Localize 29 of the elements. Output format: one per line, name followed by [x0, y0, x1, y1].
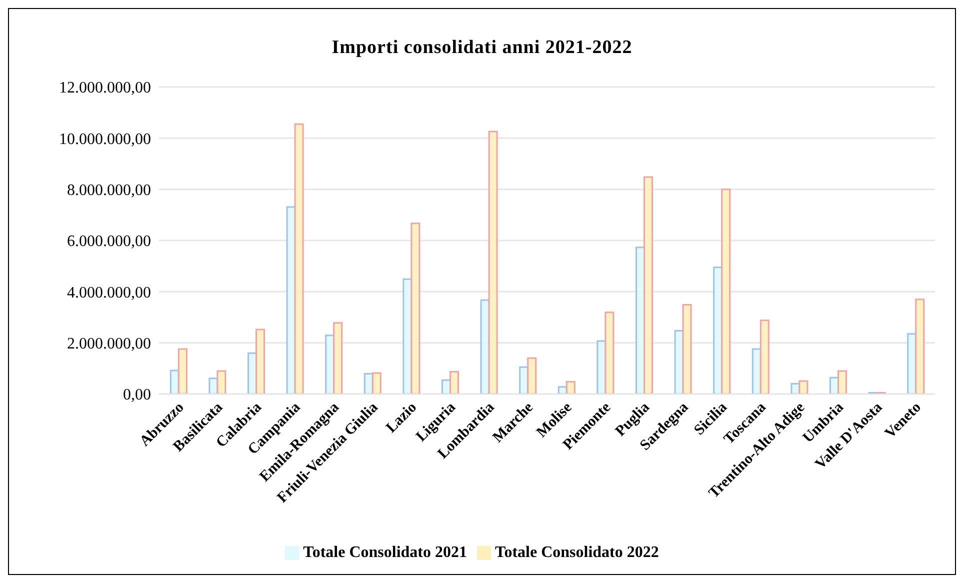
- bar: [643, 176, 653, 394]
- y-tick-label: 6.000.000,00: [67, 233, 151, 250]
- bar: [294, 123, 304, 394]
- chart-title: Importi consolidati anni 2021-2022: [330, 36, 634, 60]
- legend-label: Totale Consolidato 2022: [495, 544, 659, 561]
- y-tick-label: 0,00: [123, 386, 151, 404]
- bar: [449, 370, 459, 394]
- bar: [410, 222, 420, 394]
- y-tick-label: 2.000.000,00: [67, 336, 151, 353]
- bar: [372, 372, 382, 394]
- bar: [682, 304, 692, 394]
- bar: [566, 380, 576, 394]
- y-tick-label: 12.000.000,00: [59, 80, 151, 97]
- bar: [798, 380, 808, 394]
- bar: [255, 328, 265, 394]
- bar: [760, 320, 770, 394]
- bar: [333, 322, 343, 394]
- bar: [915, 298, 925, 394]
- bar: [721, 188, 731, 394]
- bar: [527, 357, 537, 394]
- y-tick-label: 4.000.000,00: [67, 284, 151, 302]
- bar: [178, 348, 188, 394]
- bar: [837, 370, 847, 394]
- y-tick-label: 8.000.000,00: [67, 182, 151, 200]
- bar: [216, 370, 226, 394]
- y-tick-label: 10.000.000,00: [59, 130, 151, 148]
- bar: [604, 312, 614, 394]
- bar: [488, 130, 498, 394]
- legend-label: Totale Consolidato 2021: [303, 544, 467, 561]
